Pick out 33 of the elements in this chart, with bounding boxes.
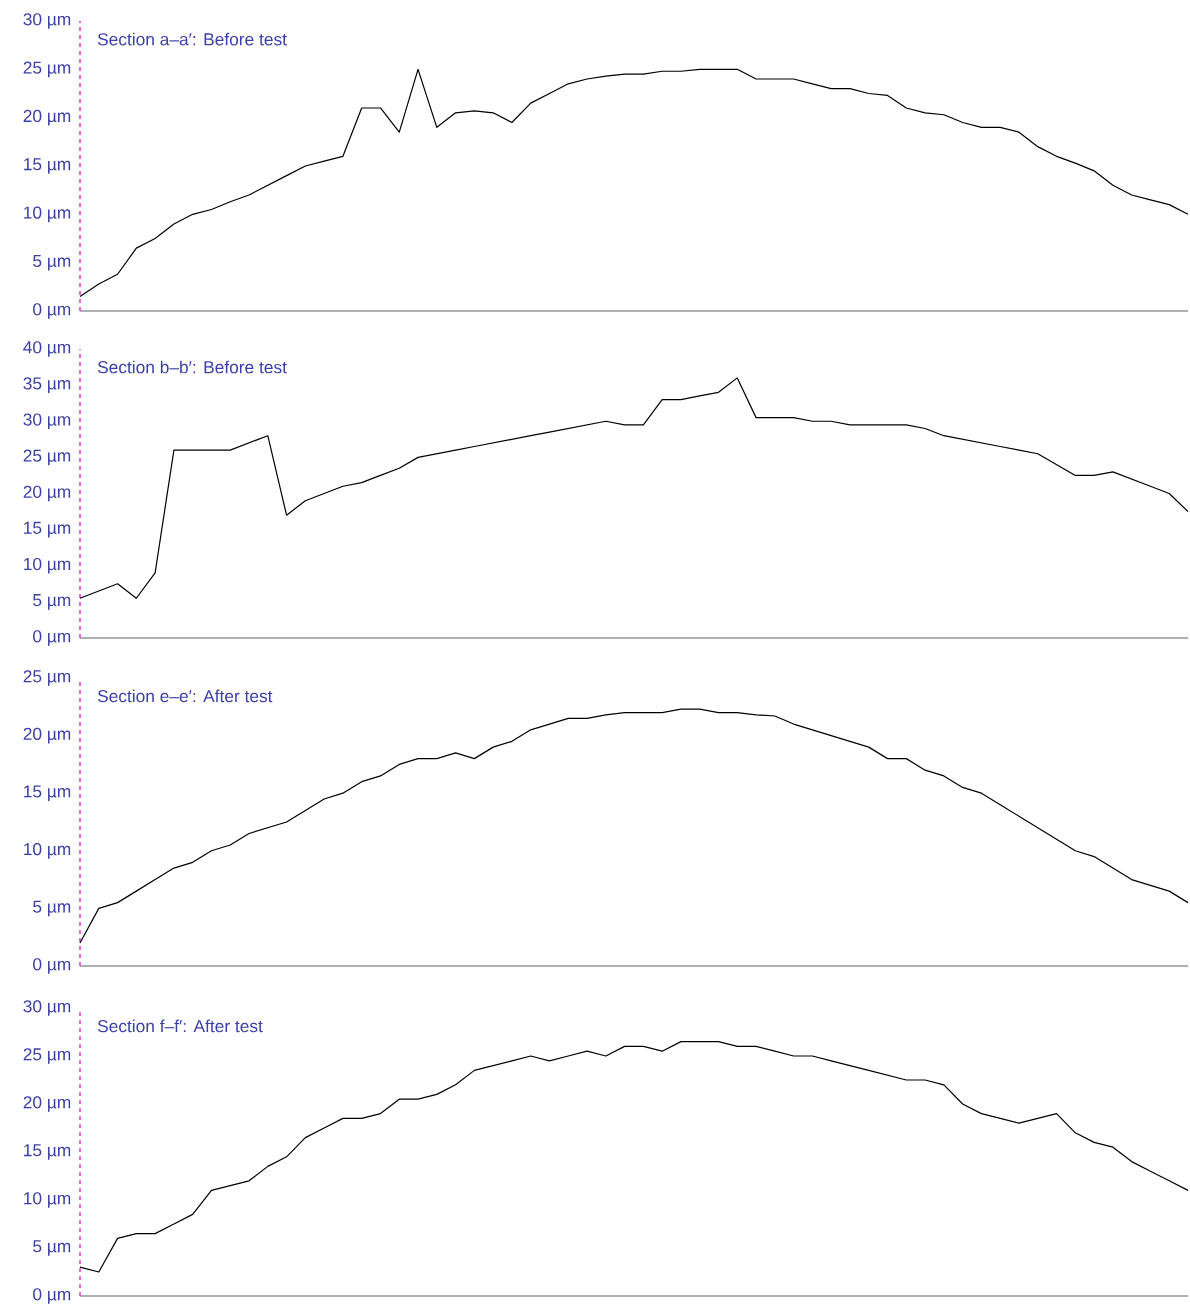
y-tick-label: 15 µm (24, 521, 71, 538)
y-tick-label: 10 µm (24, 842, 71, 859)
y-tick-label: 20 µm (23, 727, 71, 744)
y-tick-label: 5 µm (33, 254, 71, 271)
y-tick-label: 15 µm (24, 785, 71, 801)
y-tick-label: 10 µm (24, 1192, 71, 1208)
text: Section b–b′: Before test (97, 360, 287, 374)
y-tick-label: 20 µm (23, 1096, 71, 1112)
y-tick-label: 5 µm (33, 900, 71, 917)
y-tick-label: 10 µm (24, 206, 71, 223)
y-tick-label: 25 µm (23, 1048, 71, 1064)
y-tick-label: 0 µm (33, 1288, 71, 1304)
y-tick-label: 15 µm (24, 1144, 71, 1160)
text: Section e–e′: After test (97, 689, 273, 703)
y-tick-label: 30 µm (23, 413, 71, 430)
y-tick-label: 25 µm (23, 449, 71, 466)
y-tick-label: 20 µm (23, 485, 71, 502)
text: Section a–a′: Before test (97, 32, 287, 46)
y-tick-label: 15 µm (24, 158, 71, 174)
y-tick-label: 25 µm (23, 670, 71, 686)
y-tick-label: 35 µm (23, 377, 71, 393)
y-tick-label: 25 µm (23, 61, 71, 78)
text: Section f–f′: After test (97, 1019, 263, 1033)
y-tick-label: 5 µm (33, 1240, 71, 1256)
y-tick-label: 20 µm (23, 109, 71, 126)
y-tick-label: 10 µm (24, 557, 71, 574)
y-tick-label: 5 µm (33, 594, 71, 610)
y-tick-label: 0 µm (33, 958, 71, 974)
y-tick-label: 30 µm (23, 13, 71, 29)
y-tick-label: 0 µm (33, 630, 71, 646)
y-tick-label: 40 µm (23, 341, 71, 357)
y-tick-label: 30 µm (23, 1000, 71, 1016)
y-tick-label: 0 µm (33, 303, 71, 319)
